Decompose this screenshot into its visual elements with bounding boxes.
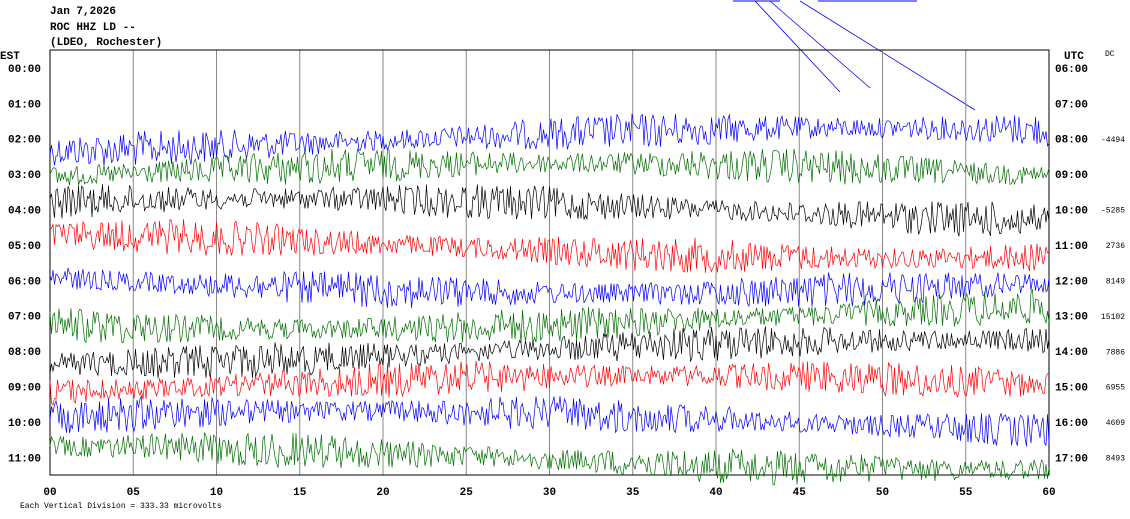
x-tick-label: 55	[959, 487, 973, 499]
trace	[49, 394, 1050, 447]
x-tick-label: 15	[293, 487, 307, 499]
est-label: 07:00	[8, 312, 41, 324]
date: Jan 7,2026	[50, 6, 116, 18]
trace	[49, 360, 1050, 406]
x-tick-label: 00	[43, 487, 56, 499]
x-tick-label: 50	[876, 487, 889, 499]
dc-value: -5285	[1101, 207, 1125, 216]
dc-value: -4494	[1101, 136, 1125, 145]
utc-label: 09:00	[1055, 170, 1088, 182]
dc-title: DC	[1105, 50, 1115, 59]
traces	[49, 113, 1050, 486]
dc-value: 8493	[1106, 455, 1125, 464]
x-tick-label: 20	[376, 487, 389, 499]
dc-value: 8149	[1106, 278, 1125, 287]
est-label: 09:00	[8, 383, 41, 395]
utc-label: 10:00	[1055, 206, 1088, 218]
trace	[49, 218, 1050, 273]
dc-value: 7886	[1106, 348, 1125, 357]
dc-value: 15102	[1101, 313, 1125, 322]
network: (LDEO, Rochester)	[50, 37, 162, 49]
est-label: 08:00	[8, 347, 41, 359]
left-axis-title: EST	[0, 51, 20, 63]
footer: Each Vertical Division = 333.33 microvol…	[20, 502, 222, 511]
x-tick-label: 45	[793, 487, 807, 499]
trace	[49, 326, 1050, 380]
utc-label: 15:00	[1055, 383, 1088, 395]
est-label: 03:00	[8, 170, 41, 182]
est-label: 10:00	[8, 418, 41, 430]
x-tick-label: 25	[460, 487, 474, 499]
utc-label: 08:00	[1055, 135, 1088, 147]
utc-label: 16:00	[1055, 418, 1088, 430]
utc-label: 07:00	[1055, 99, 1088, 111]
est-label: 05:00	[8, 241, 41, 253]
x-tick-label: 30	[543, 487, 556, 499]
utc-label: 11:00	[1055, 241, 1088, 253]
pointer	[769, 0, 871, 89]
utc-label: 13:00	[1055, 312, 1088, 324]
trace	[49, 267, 1050, 309]
trace	[49, 147, 1050, 186]
plot-frame	[49, 49, 1050, 476]
station: ROC HHZ LD --	[50, 22, 136, 34]
trace	[49, 432, 1050, 486]
utc-label: 14:00	[1055, 347, 1088, 359]
dc-value: 2736	[1106, 242, 1125, 251]
x-tick-label: 10	[210, 487, 223, 499]
est-label: 01:00	[8, 99, 41, 111]
utc-label: 06:00	[1055, 64, 1088, 76]
est-label: 04:00	[8, 206, 41, 218]
est-label: 06:00	[8, 276, 41, 288]
pointer	[799, 0, 976, 111]
x-tick-label: 05	[127, 487, 141, 499]
trace	[49, 184, 1050, 237]
dc-value: 6955	[1106, 384, 1125, 393]
x-tick-label: 40	[709, 487, 722, 499]
utc-label: 17:00	[1055, 453, 1088, 465]
est-label: 02:00	[8, 135, 41, 147]
trace	[49, 289, 1050, 344]
est-label: 11:00	[8, 453, 41, 465]
x-tick-label: 60	[1042, 487, 1055, 499]
utc-label: 12:00	[1055, 276, 1088, 288]
right-axis-title: UTC	[1064, 51, 1084, 63]
est-label: 00:00	[8, 64, 41, 76]
dc-value: 4609	[1106, 419, 1125, 428]
pointer	[754, 0, 841, 93]
x-tick-label: 35	[626, 487, 640, 499]
